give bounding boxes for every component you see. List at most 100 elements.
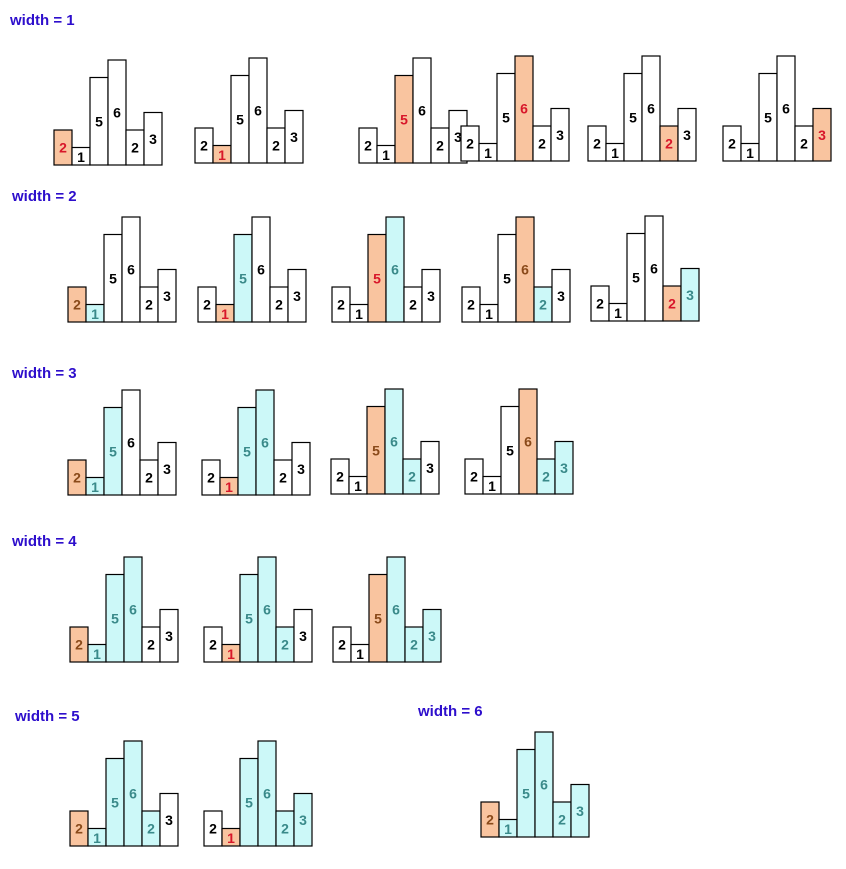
bar-value: 2 (728, 136, 736, 152)
bar-plain (157, 441, 177, 496)
bar-value: 1 (484, 145, 492, 161)
bar-value: 5 (632, 269, 640, 285)
bar-value: 3 (454, 129, 462, 145)
bar-value: 2 (558, 812, 566, 828)
bar-plain (293, 608, 313, 663)
bar-value: 2 (596, 296, 604, 312)
bar-value: 1 (354, 478, 362, 494)
bar-plain (550, 107, 570, 162)
bar-value: 2 (338, 637, 346, 653)
bar-value: 6 (113, 105, 121, 121)
bar-value: 3 (556, 127, 564, 143)
bar-value: 5 (95, 113, 103, 129)
bar-value: 5 (522, 785, 530, 801)
bar-value: 2 (275, 297, 283, 313)
bar-value: 2 (209, 821, 217, 837)
bar-value: 1 (218, 147, 226, 163)
bar-window (554, 440, 574, 495)
bar-value: 5 (764, 109, 772, 125)
bar-value: 2 (538, 136, 546, 152)
width-label: width = 2 (11, 188, 77, 205)
bar-value: 3 (165, 628, 173, 644)
bar-plain (420, 440, 440, 495)
bar-value: 5 (373, 270, 381, 286)
bar-value: 2 (59, 140, 67, 156)
bar-value: 2 (75, 821, 83, 837)
bar-plain (644, 215, 664, 322)
bar-value: 5 (239, 270, 247, 286)
bar-value: 2 (668, 296, 676, 312)
bar-value: 5 (111, 794, 119, 810)
bar-value: 1 (382, 147, 390, 163)
width-label: width = 6 (417, 703, 483, 720)
bar-value: 5 (243, 443, 251, 459)
bar-value: 2 (410, 637, 418, 653)
bar-value: 3 (686, 287, 694, 303)
bar-plain (121, 216, 141, 323)
bar-value: 1 (91, 479, 99, 495)
bar-window (293, 792, 313, 847)
bar-value: 5 (111, 610, 119, 626)
bar-value: 6 (127, 435, 135, 451)
bar-value: 6 (418, 103, 426, 119)
bar-value: 3 (163, 461, 171, 477)
width-label: width = 3 (11, 365, 77, 382)
bar-value: 2 (73, 297, 81, 313)
bar-value: 5 (506, 442, 514, 458)
bar-value: 5 (629, 109, 637, 125)
bar-value: 3 (560, 460, 568, 476)
bar-window (123, 556, 143, 663)
bar-value: 3 (293, 288, 301, 304)
bar-value: 5 (374, 610, 382, 626)
bar-plain (291, 441, 311, 496)
bar-value: 2 (279, 470, 287, 486)
bar-value: 2 (73, 470, 81, 486)
bar-value: 6 (261, 435, 269, 451)
bar-value: 3 (428, 628, 436, 644)
bar-value: 1 (504, 821, 512, 837)
bar-value: 2 (336, 469, 344, 485)
bar-value: 6 (650, 261, 658, 277)
bar-value: 1 (488, 478, 496, 494)
bar-plain (551, 268, 571, 323)
bar-plain (143, 111, 163, 166)
bar-value: 2 (203, 297, 211, 313)
bar-value: 2 (593, 136, 601, 152)
bar-value: 5 (245, 794, 253, 810)
width-label: width = 4 (11, 533, 77, 550)
bar-value: 3 (557, 288, 565, 304)
bar-value: 3 (426, 460, 434, 476)
bar-plain (121, 389, 141, 496)
bar-value: 6 (390, 434, 398, 450)
bar-value: 3 (149, 131, 157, 147)
bar-value: 2 (147, 637, 155, 653)
bar-value: 2 (147, 821, 155, 837)
bar-plain (421, 268, 441, 323)
bar-value: 3 (297, 461, 305, 477)
bar-window (123, 740, 143, 847)
bar-value: 1 (93, 646, 101, 662)
bar-value: 3 (427, 288, 435, 304)
bar-window (255, 389, 275, 496)
bar-value: 3 (576, 803, 584, 819)
bar-value: 2 (200, 138, 208, 154)
bar-value: 2 (337, 297, 345, 313)
bar-value: 2 (409, 297, 417, 313)
bar-plain (287, 268, 307, 323)
bar-value: 5 (400, 111, 408, 127)
bar-value: 2 (364, 138, 372, 154)
bar-value: 2 (486, 812, 494, 828)
bar-value: 5 (109, 270, 117, 286)
